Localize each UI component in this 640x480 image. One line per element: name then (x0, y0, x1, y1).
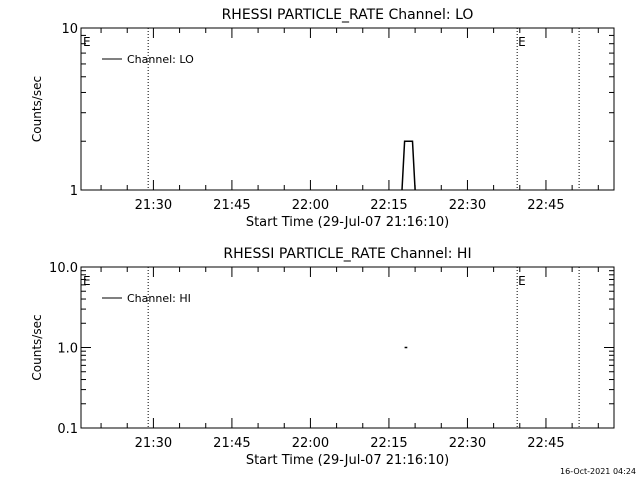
y-tick-label: 0.1 (57, 422, 78, 437)
annotation-label: E (518, 274, 526, 288)
x-tick-label: 22:00 (292, 436, 329, 451)
plot-frame (80, 27, 615, 191)
x-tick-label: 22:15 (370, 436, 407, 451)
x-tick-label: 22:15 (370, 198, 407, 213)
x-axis-label: Start Time (29-Jul-07 21:16:10) (246, 453, 449, 468)
x-tick-label: 22:00 (292, 198, 329, 213)
x-tick-label: 21:30 (135, 436, 172, 451)
chart-title: RHESSI PARTICLE_RATE Channel: HI (223, 246, 471, 262)
x-tick-label: 22:30 (449, 198, 486, 213)
y-tick-label: 10 (61, 22, 78, 37)
y-axis-label: Counts/sec (30, 76, 44, 142)
x-tick-label: 22:30 (449, 436, 486, 451)
x-tick-label: 21:45 (213, 198, 250, 213)
x-tick-label: 22:45 (527, 198, 564, 213)
x-tick-label: 21:30 (135, 198, 172, 213)
x-tick-label: 21:45 (213, 436, 250, 451)
annotation-label: E (83, 274, 91, 288)
data-series-line (401, 140, 416, 191)
x-tick-label: 22:45 (527, 436, 564, 451)
chart-panel-1: RHESSI PARTICLE_RATE Channel: LO Start Ti… (30, 7, 615, 230)
y-tick-label: 1 (70, 184, 78, 199)
annotation-label: E (518, 35, 526, 49)
legend-entry: Channel: HI (127, 292, 191, 305)
annotation-label: E (83, 35, 91, 49)
legend-entry: Channel: LO (127, 53, 194, 66)
chart-panel-2: RHESSI PARTICLE_RATE Channel: HI Start Ti… (30, 246, 615, 468)
x-axis-label: Start Time (29-Jul-07 21:16:10) (246, 215, 449, 230)
y-tick-label: 1.0 (57, 342, 78, 357)
footer-timestamp: 16-Oct-2021 04:24 (560, 467, 636, 476)
chart-title: RHESSI PARTICLE_RATE Channel: LO (222, 7, 474, 23)
y-tick-label: 10.0 (49, 261, 78, 276)
y-axis-label: Counts/sec (30, 314, 44, 380)
